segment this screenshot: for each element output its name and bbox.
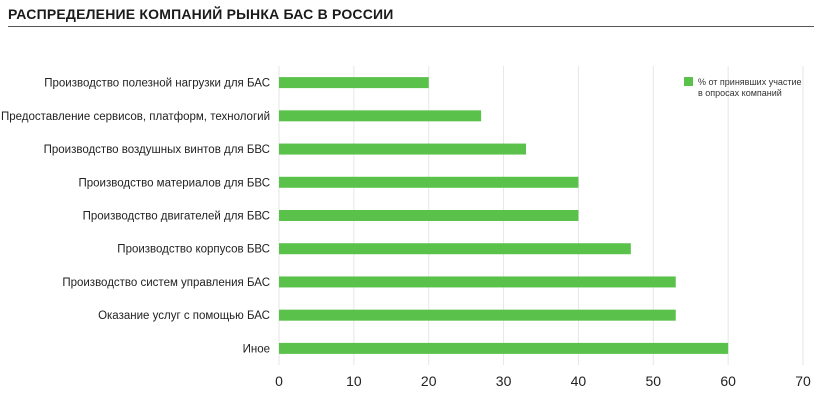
x-tick-label: 10 [346,373,362,389]
category-label: Производство материалов для БВС [79,177,271,189]
x-tick-label: 0 [275,373,283,389]
bar [279,176,579,188]
category-label: Оказание услуг с помощью БАС [98,310,270,322]
category-label: Производство воздушных винтов для БВС [44,144,270,156]
category-label: Производство двигателей для БВС [83,211,270,223]
category-labels: Производство полезной нагрузки для БАС Пр… [1,78,270,356]
legend-swatch [684,77,693,86]
bars [279,77,729,354]
x-tick-label: 70 [795,373,811,389]
x-tick-label: 50 [645,373,661,389]
legend: % от принявших участие в опросах компани… [684,77,802,98]
title-divider [8,26,814,27]
bar [279,243,631,255]
bar [279,143,527,155]
bar [279,342,729,354]
chart-title: РАСПРЕДЕЛЕНИЕ КОМПАНИЙ РЫНКА БАС В РОССИ… [8,6,394,22]
legend-label-line-1: % от принявших участие [698,77,802,87]
category-label: Производство систем управления БАС [62,277,270,289]
category-label: Иное [243,343,270,355]
category-label: Производство корпусов БВС [117,244,270,256]
legend-label-line-2: в опросах компаний [698,88,782,98]
bar [279,210,579,221]
x-tick-label: 40 [571,373,587,389]
category-label: Производство полезной нагрузки для БАС [44,78,270,90]
category-label: Предоставление сервисов, платформ, техно… [1,111,270,123]
bar [279,77,429,89]
x-tick-label: 20 [421,373,437,389]
bar [279,309,676,321]
bar [279,276,676,288]
x-tick-label: 30 [496,373,512,389]
x-tick-labels: 0 10 20 30 40 50 60 70 [275,373,811,389]
x-tick-label: 60 [720,373,736,389]
bar [279,110,482,122]
